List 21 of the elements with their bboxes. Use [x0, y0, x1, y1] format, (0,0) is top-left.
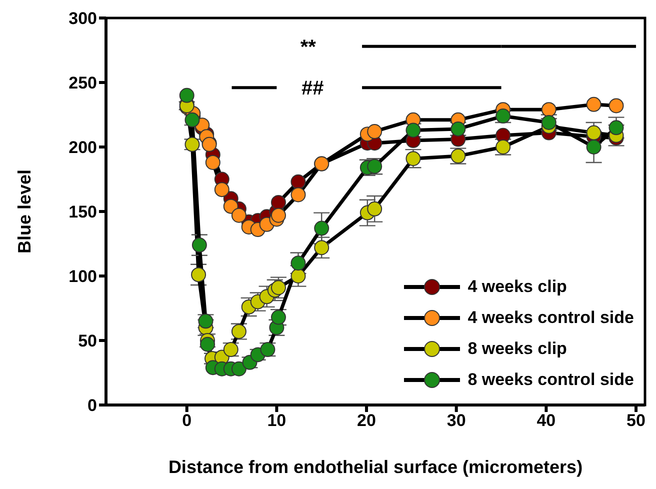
y-tick-label: 300	[68, 9, 97, 28]
y-tick-label: 50	[78, 332, 97, 351]
x-tick-label: 30	[446, 411, 466, 430]
annotation: ##	[301, 78, 324, 100]
x-tick-label: 10	[267, 411, 286, 430]
annotation: **	[300, 36, 316, 58]
legend-label: 4 weeks clip	[468, 276, 567, 296]
legend-label: 8 weeks clip	[468, 338, 567, 358]
y-tick-label: 250	[68, 74, 97, 93]
legend-label: 8 weeks control side	[468, 370, 634, 390]
x-tick-label: 40	[536, 411, 556, 430]
y-tick-label: 100	[68, 267, 97, 286]
x-tick-label: 50	[626, 411, 646, 430]
x-axis-title: Distance from endothelial surface (micrometers)	[168, 457, 583, 477]
y-tick-label: 0	[88, 396, 97, 416]
x-tick-label: 0	[182, 411, 192, 430]
legend-label: 4 weeks control side	[468, 308, 634, 328]
x-tick-label: 20	[357, 411, 376, 430]
y-tick-label: 150	[68, 202, 97, 222]
y-axis-title: Blue level	[14, 169, 34, 254]
y-tick-label: 200	[68, 138, 97, 158]
